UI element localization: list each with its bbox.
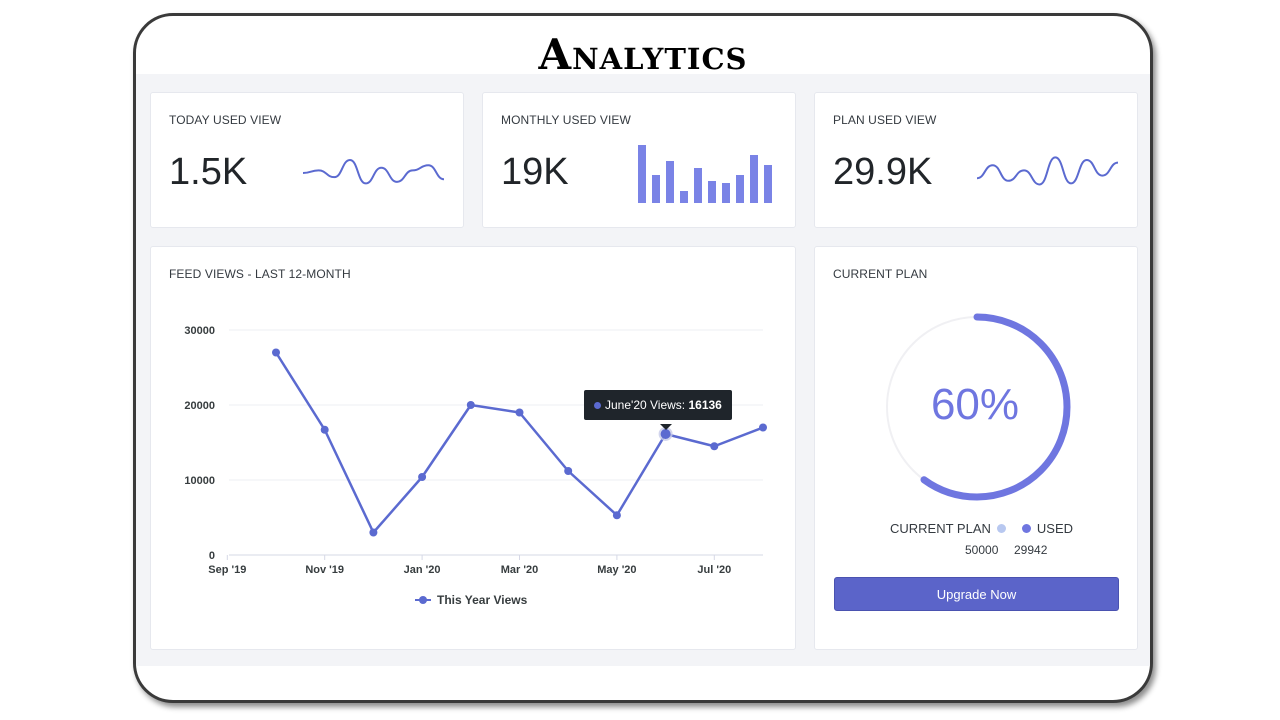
stat-card-plan: PLAN USED VIEW 29.9K (814, 92, 1138, 228)
stat-title-today: TODAY USED VIEW (169, 113, 282, 127)
plan-legend: CURRENT PLAN USED (890, 521, 1073, 536)
feed-views-chart: 0 10000 20000 30000 Sep '19 Nov '19 Jan '20 Mar… (184, 325, 767, 576)
spark-bar (722, 183, 730, 203)
spark-bar (652, 175, 660, 203)
legend-used[interactable]: USED (1036, 521, 1074, 536)
legend-used-dot (1021, 524, 1031, 533)
bar-sparkline-monthly (638, 145, 772, 203)
stat-card-monthly: MONTHLY USED VIEW 19K (482, 92, 796, 228)
spark-bar (736, 175, 744, 203)
used-value: 29942 (1014, 543, 1048, 557)
series-line (274, 351, 764, 534)
tooltip-arrow (660, 424, 672, 430)
x-tick-label: Jan '20 (404, 564, 441, 576)
plan-value: 50000 (965, 543, 999, 557)
spark-bar (708, 181, 716, 203)
dashboard: TODAY USED VIEW 1.5K MONTHLY USED VIEW 1… (136, 74, 1150, 666)
page-title: Analytics (538, 30, 748, 79)
tooltip-label: June'20 Views: (605, 398, 686, 412)
spark-bar (680, 191, 688, 203)
x-tick-label: Mar '20 (501, 564, 538, 576)
current-plan-card: CURRENT PLAN 60% CURRENT PLAN USED 50000… (814, 246, 1138, 650)
chart-tooltip: June'20 Views: 16136 (584, 390, 732, 420)
spark-bar (638, 145, 646, 203)
donut-used-arc (883, 313, 1071, 501)
x-tick-label: Sep '19 (208, 564, 246, 576)
y-tick-label: 20000 (184, 400, 215, 412)
stat-value-monthly: 19K (501, 151, 569, 193)
stat-card-today: TODAY USED VIEW 1.5K (150, 92, 464, 228)
stat-value-plan: 29.9K (833, 151, 933, 193)
data-point (369, 528, 378, 537)
stat-title-plan: PLAN USED VIEW (833, 113, 937, 127)
x-tick-label: Nov '19 (305, 564, 344, 576)
data-point (564, 467, 573, 475)
sparkline-plan (976, 156, 1119, 186)
legend-current-plan[interactable]: CURRENT PLAN (890, 521, 991, 536)
y-tick-label: 10000 (184, 475, 215, 487)
y-tick-label: 30000 (184, 325, 215, 337)
chart-legend[interactable]: This Year Views (415, 593, 527, 607)
spark-bar (694, 168, 702, 203)
tooltip-value: 16136 (688, 398, 722, 412)
spark-bar (750, 155, 758, 203)
legend-label: This Year Views (437, 593, 528, 607)
feed-views-title: FEED VIEWS - LAST 12-MONTH (169, 267, 351, 281)
x-tick-label: May '20 (597, 564, 636, 576)
plan-percent: 60% (930, 380, 1020, 429)
data-point (710, 442, 719, 451)
stat-title-monthly: MONTHLY USED VIEW (501, 113, 631, 127)
data-point (320, 425, 329, 434)
data-point (660, 428, 671, 439)
data-point (515, 408, 524, 417)
current-plan-title: CURRENT PLAN (833, 267, 928, 281)
data-point (418, 473, 427, 481)
data-point (466, 401, 475, 409)
x-tick-label: Jul '20 (697, 564, 731, 576)
data-point (612, 511, 621, 520)
data-point (759, 423, 767, 432)
sparkline-today (302, 158, 445, 185)
legend-current-plan-dot (996, 524, 1006, 533)
tooltip-dot (594, 402, 601, 410)
legend-marker (415, 596, 431, 604)
stat-value-today: 1.5K (169, 151, 248, 193)
presentation-frame: Analytics TODAY USED VIEW 1.5K MONTHLY U… (133, 13, 1153, 703)
feed-views-card: FEED VIEWS - LAST 12-MONTH 0 10000 20000 30… (150, 246, 796, 650)
sparkline-path (976, 156, 1119, 186)
spark-bar (764, 165, 772, 203)
upgrade-now-button[interactable]: Upgrade Now (834, 577, 1119, 611)
sparkline-path (302, 158, 445, 185)
y-tick-label: 0 (209, 550, 215, 562)
spark-bar (666, 161, 674, 203)
plan-usage-donut (883, 313, 1071, 501)
data-point (272, 348, 280, 357)
